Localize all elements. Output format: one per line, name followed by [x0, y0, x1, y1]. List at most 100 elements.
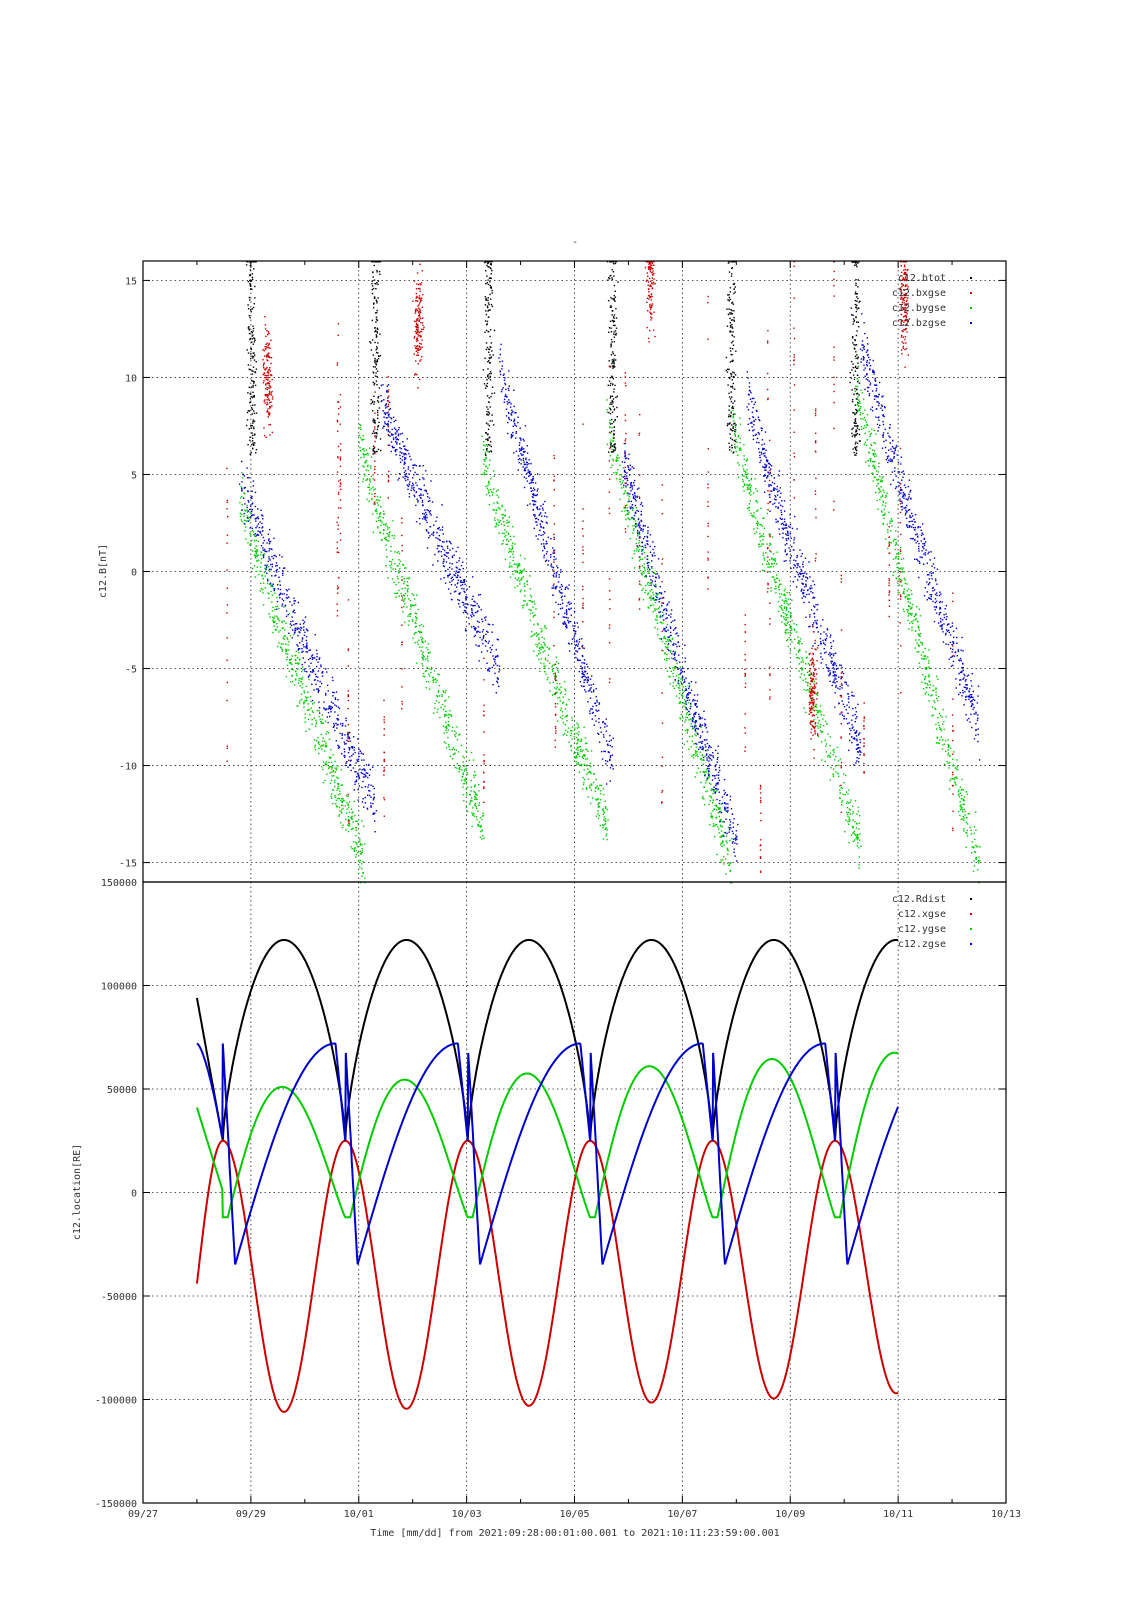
- bygse-point: [358, 434, 360, 437]
- bzgse-point: [497, 655, 499, 658]
- bzgse-point: [668, 636, 670, 638]
- bzgse-point: [373, 793, 375, 795]
- bzgse-point: [426, 521, 428, 523]
- bzgse-point: [471, 611, 473, 614]
- bzgse-point: [583, 674, 585, 676]
- bygse-point: [701, 797, 704, 799]
- bygse-point: [308, 728, 311, 730]
- bzgse-point: [405, 457, 407, 459]
- bzgse-point: [396, 448, 398, 451]
- bygse-point: [761, 563, 764, 565]
- bygse-point: [256, 550, 258, 553]
- bygse-point: [463, 800, 465, 802]
- bzgse-point: [442, 533, 444, 535]
- bygse-point: [557, 662, 560, 664]
- bzgse-point: [314, 634, 316, 636]
- bzgse-point: [246, 477, 249, 479]
- bygse-point: [935, 742, 938, 744]
- bygse-point: [324, 750, 326, 752]
- bygse-point: [700, 781, 702, 784]
- bygse-point: [450, 714, 452, 716]
- bygse-point: [815, 709, 817, 712]
- bzgse-point: [278, 554, 281, 556]
- bygse-point: [355, 849, 357, 852]
- bzgse-point: [528, 482, 531, 485]
- bzgse-point: [261, 522, 263, 525]
- bygse-point: [742, 486, 744, 488]
- bzgse-point: [327, 721, 329, 724]
- bzgse-point: [364, 802, 366, 804]
- bygse-point: [352, 811, 354, 813]
- bygse-point: [260, 558, 263, 560]
- bygse-point: [577, 738, 579, 741]
- bzgse-point: [504, 383, 507, 386]
- bzgse-point: [268, 568, 271, 570]
- bygse-point: [879, 480, 882, 483]
- bzgse-point: [362, 753, 364, 755]
- bzgse-point: [407, 449, 409, 452]
- bygse-point: [962, 798, 965, 801]
- bygse-point: [361, 850, 364, 852]
- bygse-point: [577, 724, 579, 726]
- bygse-point: [250, 543, 252, 545]
- bzgse-point: [600, 731, 602, 733]
- bzgse-point: [396, 431, 398, 433]
- bygse-point: [421, 656, 423, 658]
- bzgse-point: [688, 687, 690, 690]
- bzgse-point: [609, 759, 611, 762]
- bzgse-point: [484, 645, 487, 647]
- bzgse-point: [566, 613, 568, 616]
- bygse-point: [908, 594, 910, 596]
- bygse-point: [354, 841, 357, 843]
- bygse-point: [898, 579, 901, 581]
- bygse-point: [947, 739, 949, 741]
- bzgse-point: [446, 541, 448, 543]
- bzgse-point: [447, 568, 449, 571]
- bzgse-point: [566, 586, 568, 588]
- bygse-point: [625, 514, 627, 516]
- bygse-point: [465, 781, 468, 783]
- bygse-point: [390, 567, 392, 569]
- bygse-point: [483, 837, 485, 839]
- bygse-point: [334, 795, 336, 797]
- bygse-point: [874, 461, 876, 463]
- bygse-point: [584, 737, 587, 739]
- bygse-point: [337, 785, 340, 787]
- bzgse-point: [319, 657, 321, 659]
- bzgse-point: [362, 798, 364, 800]
- bygse-point: [787, 598, 790, 600]
- bygse-point: [656, 608, 658, 610]
- bygse-point: [610, 432, 612, 434]
- bygse-point: [870, 432, 873, 435]
- bygse-point: [605, 835, 607, 837]
- bygse-point: [501, 543, 503, 545]
- bzgse-point: [325, 709, 327, 711]
- bygse-point: [860, 418, 862, 420]
- bzgse-point: [473, 625, 475, 628]
- bzgse-point: [721, 796, 724, 798]
- bygse-point: [373, 489, 375, 491]
- bygse-point: [385, 544, 387, 546]
- bygse-point: [386, 533, 388, 535]
- bygse-point: [924, 677, 926, 680]
- bzgse-point: [425, 511, 427, 514]
- bzgse-point: [543, 515, 546, 517]
- bygse-point: [398, 563, 401, 565]
- bygse-point: [248, 516, 251, 519]
- bzgse-point: [491, 644, 494, 646]
- bzgse-point: [575, 656, 577, 659]
- bygse-point: [856, 404, 858, 406]
- bygse-point: [817, 709, 819, 712]
- bygse-point: [328, 766, 330, 768]
- bygse-point: [643, 566, 645, 568]
- bzgse-point: [646, 558, 648, 561]
- bygse-point: [373, 503, 375, 505]
- bzgse-point: [576, 658, 579, 660]
- bygse-point: [901, 568, 903, 571]
- bzgse-point: [360, 752, 363, 755]
- bygse-point: [390, 570, 392, 572]
- bygse-point: [369, 481, 372, 483]
- bygse-point: [577, 753, 579, 755]
- bygse-point: [562, 714, 564, 717]
- bygse-point: [744, 484, 746, 486]
